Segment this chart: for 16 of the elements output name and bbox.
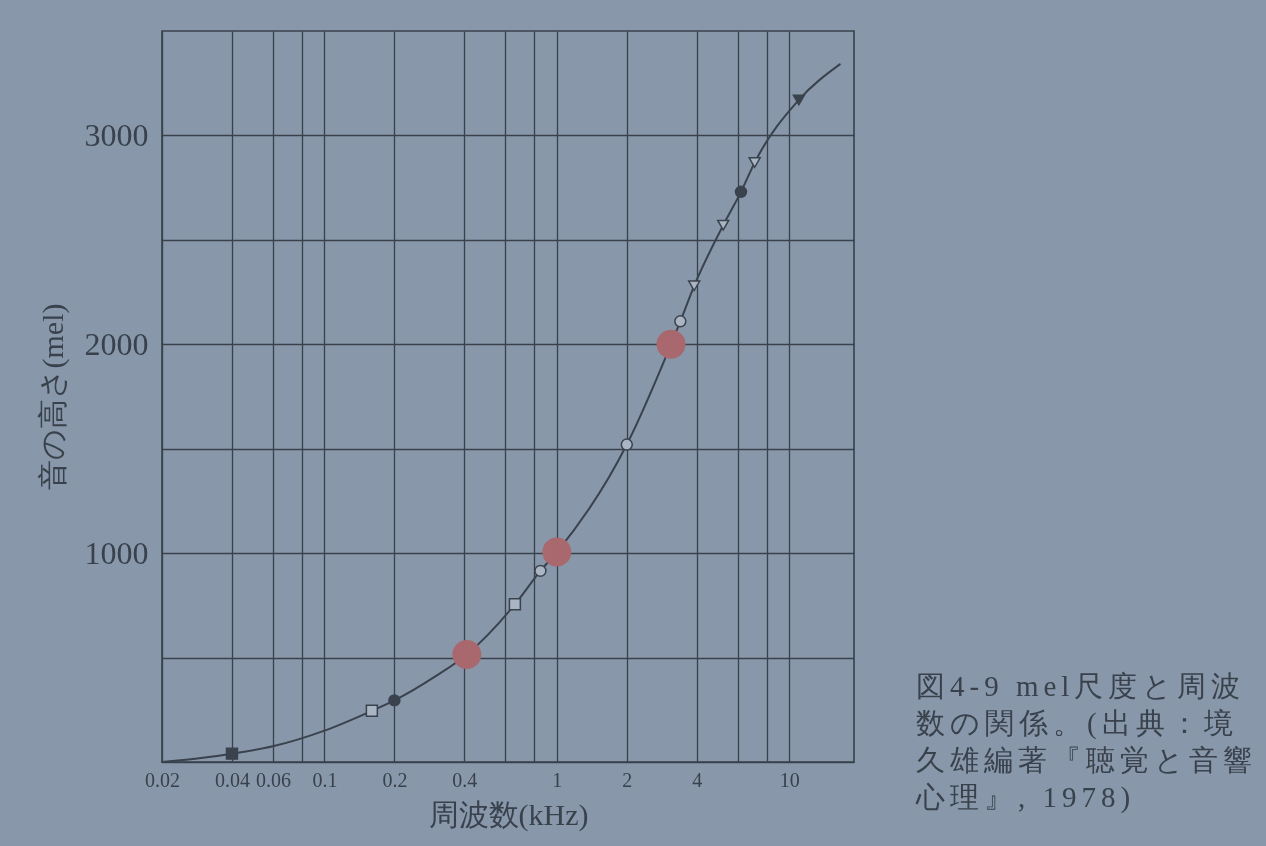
caption: 図4-9 mel尺度と周波数の関係。(出典：境久雄編著『聴覚と音響心理』, 1978)	[916, 669, 1258, 815]
x-tick-label: 0.1	[312, 768, 338, 791]
x-tick-label: 0.06	[255, 768, 291, 791]
x-tick-label: 0.04	[214, 768, 250, 791]
x-tick-label: 4	[692, 768, 703, 791]
x-tick-label: 1	[552, 768, 563, 791]
x-axis-title: 周波数(kHz)	[428, 797, 589, 832]
y-tick-label: 1000	[84, 534, 149, 571]
x-tick-label: 0.2	[382, 768, 408, 791]
x-tick-label: 10	[779, 768, 800, 791]
x-tick-label: 2	[622, 768, 633, 791]
y-tick-label: 2000	[84, 325, 149, 362]
y-tick-label: 3000	[84, 116, 149, 153]
x-tick-label: 0.4	[452, 768, 478, 791]
x-tick-label: 0.02	[145, 768, 180, 791]
y-axis-title: 音の高さ(mel)	[35, 303, 70, 491]
